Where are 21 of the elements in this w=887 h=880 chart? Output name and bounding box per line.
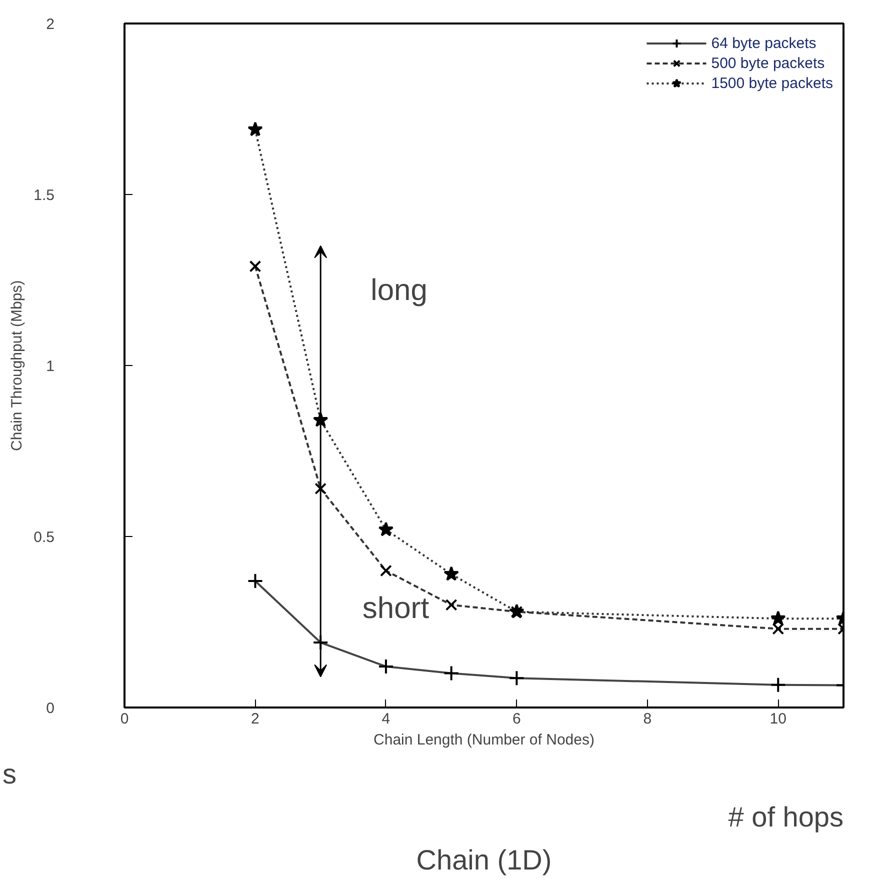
x-tick-label: 6 (512, 710, 521, 728)
legend-label: 500 byte packets (711, 54, 825, 72)
legend-label: 64 byte packets (711, 34, 816, 52)
y-tick-label: 1 (46, 358, 54, 375)
annotation: short (362, 592, 430, 625)
x-tick-label: 0 (120, 710, 129, 728)
annotation: long (370, 274, 428, 307)
x-tick-label: 4 (382, 710, 390, 728)
y-tick-label: 2 (46, 16, 54, 33)
y-tick-label: 0.5 (34, 529, 55, 546)
x-tick-label: 2 (251, 710, 260, 728)
y-axis-title: Chain Throughput (Mbps) (8, 280, 26, 451)
x-tick-label: 10 (770, 710, 786, 728)
y-tick-label: 1.5 (34, 187, 55, 204)
y-tick-label: 0 (46, 700, 54, 717)
x-tick-label: 8 (643, 710, 652, 728)
text: # of hops (728, 802, 844, 832)
text: Chain (1D) (416, 844, 552, 876)
legend-label: 1500 byte packets (711, 74, 833, 92)
x-axis-title: Chain Length (Number of Nodes) (374, 732, 594, 748)
text: s (2, 758, 16, 790)
